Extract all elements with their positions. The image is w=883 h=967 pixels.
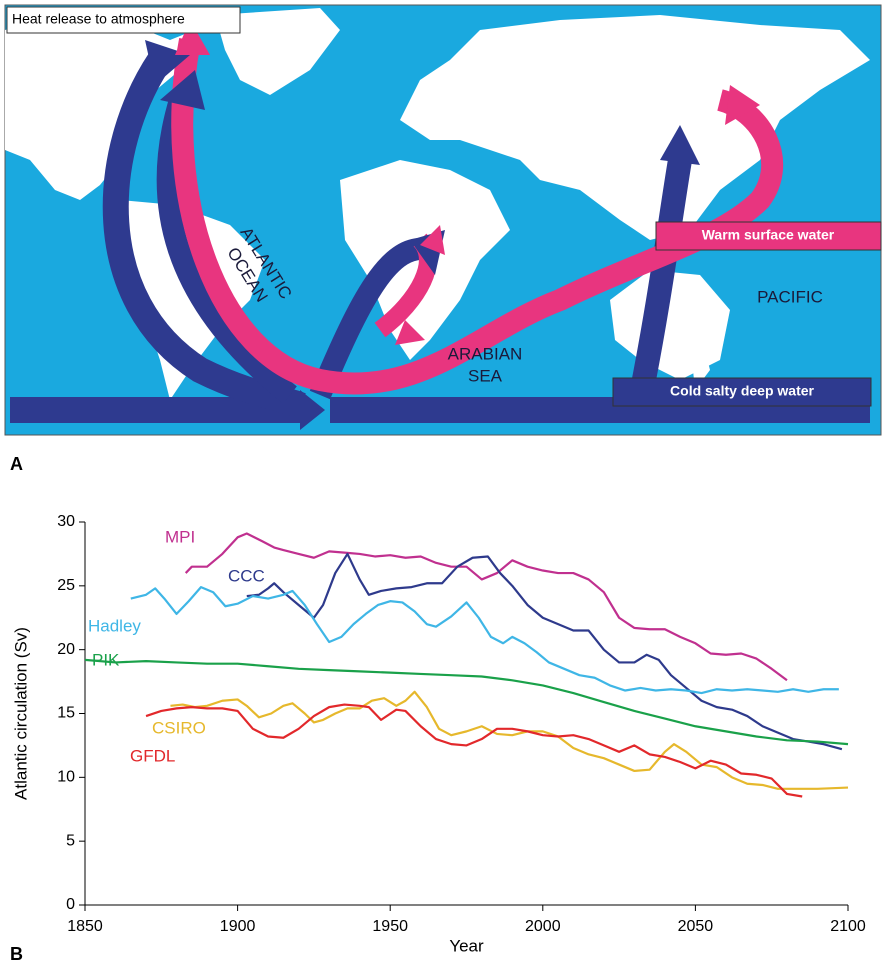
x-tick-label: 1950 [372,918,408,935]
y-axis-label: Atlantic circulation (Sv) [11,627,30,800]
series-label: PIK [92,650,120,669]
x-tick-label: 2100 [830,918,866,935]
sea-label: SEA [468,366,503,385]
y-tick-label: 30 [57,513,75,530]
currents [10,37,870,423]
x-axis-label: Year [449,936,484,955]
series-line [145,703,803,798]
series-label: MPI [165,527,195,546]
series-line [246,552,843,751]
map-panel: Heat release to atmosphere ATLANTIC OCEA… [4,4,882,474]
arrow-heads [145,20,760,430]
warm-label: Warm surface water [702,227,835,243]
cold-label: Cold salty deep water [670,383,814,399]
x-tick-label: 2050 [678,918,714,935]
series-label: CCC [228,566,265,585]
series-line [170,690,849,790]
y-tick-label: 20 [57,641,75,658]
ocean-label: PACIFIC [757,287,823,306]
y-tick-label: 0 [66,896,75,913]
x-tick-label: 1900 [220,918,256,935]
deep-current [309,237,433,400]
warm-current [171,37,784,395]
series-line [84,658,849,746]
label-box [6,6,241,34]
legend-box [655,221,882,251]
panel-label: B [10,944,23,964]
series-line [130,586,839,695]
series-label: Hadley [88,616,141,635]
y-tick-label: 5 [66,832,75,849]
series-label: GFDL [130,746,175,765]
deep-current [156,96,297,404]
series-label: CSIRO [152,718,206,737]
y-tick-label: 10 [57,769,75,786]
series-line [184,532,788,682]
sea-label: ARABIAN [448,344,523,363]
deep-current [102,52,306,418]
panel-label: A [10,454,23,474]
heat-label: Heat release to atmosphere [12,11,185,27]
x-tick-label: 2000 [525,918,561,935]
chart: B 0 5 10 15 20 25 30 1850 1900 1950 2000 2050 2100 Ye… [10,513,866,964]
x-tick-label: 1850 [67,918,103,935]
legend-box [612,377,872,407]
y-tick-label: 25 [57,577,75,594]
y-tick-label: 15 [57,705,75,722]
